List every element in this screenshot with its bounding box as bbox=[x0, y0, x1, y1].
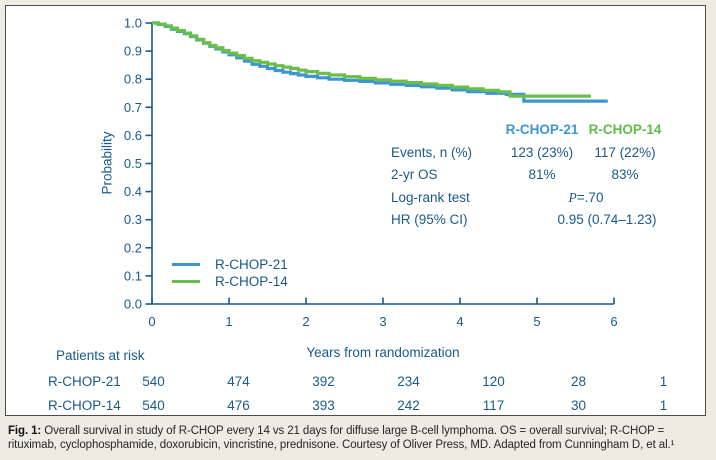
svg-text:0.2: 0.2 bbox=[124, 240, 142, 255]
chart-legend: R-CHOP-21 R-CHOP-14 bbox=[172, 256, 288, 290]
risk-count: 476 bbox=[227, 398, 250, 413]
rchop21-line-swatch bbox=[172, 262, 200, 267]
svg-text:0.7: 0.7 bbox=[124, 100, 142, 115]
y-axis-label: Probability bbox=[99, 131, 115, 195]
risk-count: 30 bbox=[570, 398, 587, 413]
risk-count: 1 bbox=[659, 398, 668, 413]
stats-col2-header: R-CHOP-14 bbox=[588, 122, 662, 137]
svg-text:0: 0 bbox=[148, 314, 155, 329]
risk-counts-row: 540 474 392 234 120 28 1 bbox=[111, 374, 706, 389]
stats-col1-header: R-CHOP-21 bbox=[505, 122, 579, 137]
risk-count: 242 bbox=[397, 398, 420, 413]
stats-header-spacer bbox=[391, 119, 503, 140]
svg-text:6: 6 bbox=[610, 314, 617, 329]
risk-row-name: R-CHOP-14 bbox=[48, 398, 121, 413]
stats-row-hr: HR (95% CI) 0.95 (0.74–1.23) bbox=[391, 209, 669, 230]
stats-value: 117 (22%) bbox=[594, 144, 656, 160]
risk-count: 474 bbox=[227, 374, 250, 389]
svg-text:0.4: 0.4 bbox=[124, 184, 142, 199]
stats-value: 81% bbox=[528, 167, 556, 182]
risk-count: 540 bbox=[142, 398, 165, 413]
legend-item-rchop21: R-CHOP-21 bbox=[172, 256, 288, 273]
risk-count: 393 bbox=[312, 398, 335, 413]
svg-text:0.3: 0.3 bbox=[124, 212, 142, 227]
stats-row-events: Events, n (%) 123 (23%) 117 (22%) bbox=[391, 142, 669, 163]
svg-text:2: 2 bbox=[302, 314, 309, 329]
svg-text:0.9: 0.9 bbox=[124, 44, 142, 59]
stats-row-2yr-os: 2-yr OS 81% 83% bbox=[391, 164, 669, 185]
stats-header-row: R-CHOP-21 R-CHOP-14 bbox=[391, 119, 669, 140]
patients-at-risk-title: Patients at risk bbox=[56, 348, 145, 363]
p-italic: P bbox=[568, 189, 577, 205]
stats-row-label: HR (95% CI) bbox=[391, 212, 468, 227]
stats-merged-value: P=.70 bbox=[503, 187, 669, 208]
svg-text:0.5: 0.5 bbox=[124, 156, 142, 171]
x-axis-label: Years from randomization bbox=[306, 345, 460, 360]
svg-text:3: 3 bbox=[379, 314, 386, 329]
p-value: =.70 bbox=[576, 189, 604, 205]
stats-row-label: Events, n (%) bbox=[391, 144, 473, 160]
legend-item-rchop14: R-CHOP-14 bbox=[172, 273, 288, 290]
stats-merged-value: 0.95 (0.74–1.23) bbox=[557, 212, 657, 227]
risk-count: 117 bbox=[482, 398, 505, 413]
svg-text:0.1: 0.1 bbox=[124, 268, 142, 283]
svg-text:1.0: 1.0 bbox=[124, 16, 142, 31]
svg-text:5: 5 bbox=[533, 314, 540, 329]
caption-prefix: Fig. 1: bbox=[8, 425, 42, 437]
stats-table: R-CHOP-21 R-CHOP-14 Events, n (%) 123 (2… bbox=[391, 119, 669, 232]
risk-count: 392 bbox=[312, 374, 335, 389]
stats-value: 123 (23%) bbox=[510, 144, 574, 160]
risk-counts-row: 540 476 393 242 117 30 1 bbox=[111, 398, 706, 413]
stats-value: 83% bbox=[611, 167, 639, 182]
legend-label: R-CHOP-14 bbox=[215, 274, 288, 289]
svg-text:0.6: 0.6 bbox=[124, 128, 142, 143]
caption-text: Overall survival in study of R-CHOP ever… bbox=[8, 425, 675, 451]
stats-row-label: 2-yr OS bbox=[391, 167, 438, 182]
survival-chart: 0.0 0.1 0.2 0.3 0.4 0.5 0.6 0.7 0.8 0.9 1.0 0 1 2 3 4 5 6 bbox=[124, 16, 618, 330]
risk-count: 120 bbox=[482, 374, 505, 389]
svg-text:4: 4 bbox=[456, 314, 463, 329]
svg-text:0.8: 0.8 bbox=[124, 72, 142, 87]
figure-panel: 0.0 0.1 0.2 0.3 0.4 0.5 0.6 0.7 0.8 0.9 1.0 0 1 2 3 4 5 6… bbox=[5, 5, 706, 416]
figure-caption: Fig. 1: Overall survival in study of R-C… bbox=[8, 424, 708, 452]
risk-count: 28 bbox=[570, 374, 587, 389]
legend-label: R-CHOP-21 bbox=[215, 257, 288, 272]
svg-text:1: 1 bbox=[225, 314, 232, 329]
risk-count: 1 bbox=[659, 374, 668, 389]
risk-count: 234 bbox=[397, 374, 420, 389]
risk-row-name: R-CHOP-21 bbox=[48, 374, 121, 389]
risk-count: 540 bbox=[142, 374, 165, 389]
stats-row-label: Log-rank test bbox=[391, 189, 470, 205]
rchop14-line-swatch bbox=[172, 279, 200, 284]
svg-text:0.0: 0.0 bbox=[124, 297, 142, 312]
stats-row-logrank: Log-rank test P=.70 bbox=[391, 187, 669, 208]
